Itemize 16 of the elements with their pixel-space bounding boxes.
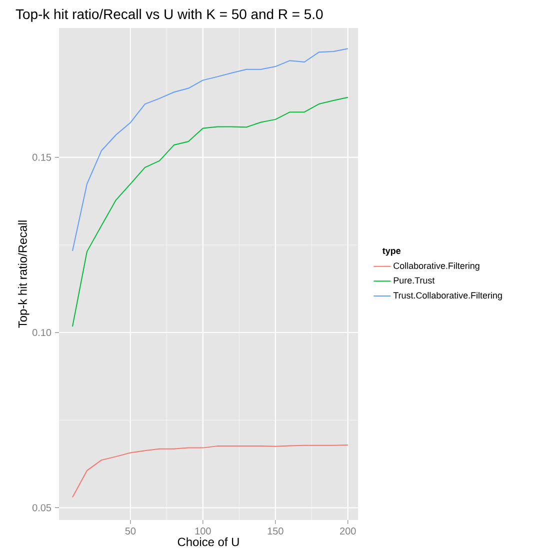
- legend-title: type: [382, 248, 401, 256]
- legend-label: Trust.Collaborative.Filtering: [393, 292, 502, 300]
- x-axis-title: Choice of U: [178, 537, 239, 546]
- chart-title: Top-k hit ratio/Recall vs U with K = 50 and R = 5.0: [16, 8, 323, 22]
- legend-label: Pure.Trust: [394, 277, 435, 284]
- x-tick-label: 200: [340, 528, 356, 535]
- x-tick-label: 150: [268, 528, 284, 535]
- line-series: [72, 96, 348, 328]
- y-tick-label: 0.05: [32, 504, 52, 512]
- x-tick-label: 100: [195, 528, 211, 535]
- legend-label: Collaborative.Filtering: [394, 262, 480, 271]
- line-series: [72, 48, 348, 252]
- x-tick-label: 50: [125, 528, 136, 535]
- y-axis-title: Top-k hit ratio/Recall: [18, 220, 30, 328]
- y-tick-label: 0.15: [32, 154, 52, 161]
- y-tick-label: 0.10: [32, 328, 52, 336]
